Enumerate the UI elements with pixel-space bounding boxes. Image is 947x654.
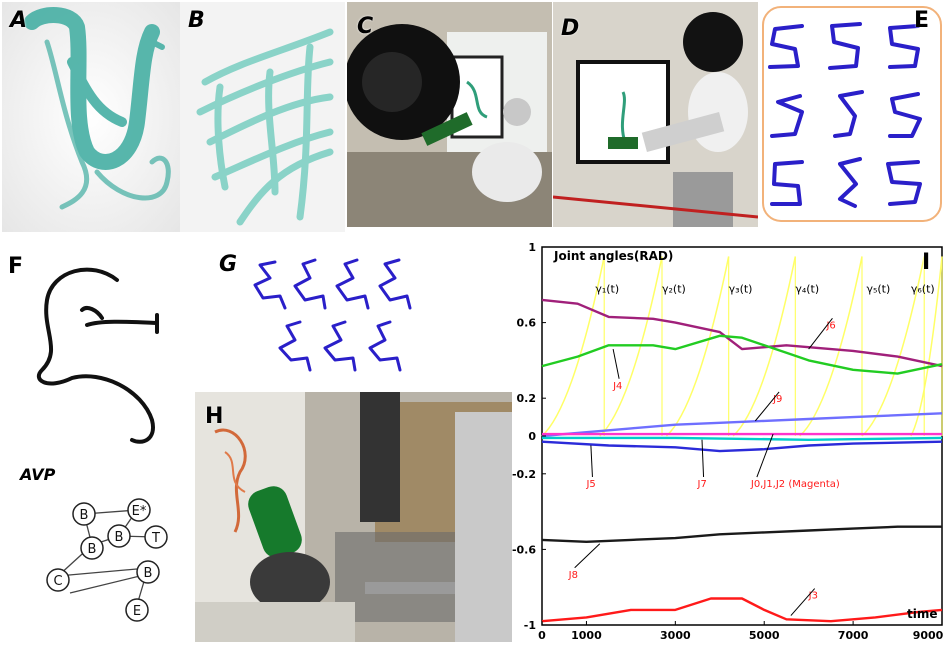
plot-frame: [541, 246, 943, 626]
annotation-arrow: [790, 588, 816, 616]
annotation-label: J4: [612, 381, 622, 392]
robot-photo-h: [195, 392, 512, 642]
panel-f-drawing: [36, 267, 159, 444]
gamma-curve: [665, 256, 730, 437]
x-tick-label: 0: [538, 629, 546, 642]
annotation-label: J7: [697, 479, 707, 490]
series-line-j7: [542, 436, 943, 442]
series-lines: [541, 298, 943, 623]
gamma-curve: [541, 256, 605, 437]
panel-b: B: [180, 2, 345, 232]
annotation-arrow: [754, 391, 780, 422]
gamma-label: γ₅(t): [866, 282, 890, 295]
panel-label-i: I: [922, 250, 931, 275]
y-tick-label: -1: [524, 619, 536, 632]
chart-title: Joint angles(RAD): [553, 249, 673, 263]
y-tick-label: -0.6: [512, 543, 536, 556]
robot-photo-d: [553, 2, 758, 227]
annotations: J6 J4 J9 J5 J7 J0,J1,J2 (Magenta) J8 J3: [568, 317, 840, 616]
panel-label-f: F: [8, 254, 24, 279]
x-tick-label: 7000: [838, 629, 869, 642]
avp-node: B: [80, 508, 89, 523]
panel-label-h: H: [205, 404, 224, 429]
panel-a-strokes: [2, 2, 180, 232]
panel-d-photo: D: [553, 2, 758, 227]
panel-label-d: D: [561, 16, 580, 41]
joint-angles-chart: 1 0.6 0.2 0 -0.2 -0.6 -1 0 1000 3000 5000 7000 9000…: [512, 241, 944, 642]
avp-node: B: [115, 530, 124, 545]
panel-c-photo: C: [347, 2, 552, 227]
annotation-arrow: [590, 445, 593, 478]
annotation-arrow: [574, 543, 601, 569]
y-tick-label: 0: [528, 430, 536, 443]
panel-h-photo: H: [195, 392, 512, 642]
series-line-j9: [541, 412, 943, 438]
avp-node: E*: [132, 504, 147, 519]
series-line-j3: [541, 597, 943, 623]
panel-label-g: G: [219, 252, 238, 277]
series-line-j8: [541, 525, 942, 543]
avp-node: B: [88, 542, 97, 557]
avp-graph: B E* B T B C B E: [46, 498, 168, 622]
panel-label-a: A: [10, 8, 28, 33]
panel-e: E: [760, 4, 944, 224]
annotation-label: J9: [772, 394, 782, 405]
annotation-label: J0,J1,J2 (Magenta): [750, 479, 840, 490]
avp-node: B: [144, 566, 153, 581]
x-axis-label: time: [907, 607, 938, 621]
series-line-j5: [541, 440, 943, 453]
series-line-j4: [541, 334, 943, 375]
avp-node: T: [151, 531, 160, 546]
annotation-label: J3: [808, 591, 818, 602]
x-tick-label: 1000: [571, 629, 602, 642]
y-tick-label: 1: [528, 241, 536, 254]
gamma-curves: [541, 256, 943, 437]
panel-i-chart: 1 0.6 0.2 0 -0.2 -0.6 -1 0 1000 3000 5000 7000 9000…: [512, 240, 947, 654]
panel-a: A: [2, 2, 180, 232]
panel-label-c: C: [357, 14, 374, 39]
avp-title: AVP: [20, 465, 56, 484]
y-tick-label: 0.6: [517, 317, 537, 330]
annotation-label: J8: [568, 570, 578, 581]
annotation-arrow: [808, 317, 833, 350]
panel-e-strokes: [762, 6, 942, 222]
avp-node: C: [53, 574, 62, 589]
gamma-label: γ₂(t): [662, 282, 686, 295]
gamma-curve: [799, 256, 863, 437]
gamma-curve: [599, 256, 663, 437]
avp-node: E: [133, 604, 141, 619]
series-line-j6: [541, 298, 943, 368]
panel-label-b: B: [188, 8, 205, 33]
gamma-label: γ₆(t): [911, 282, 935, 295]
panel-f: F AVP: [2, 250, 192, 645]
gamma-label: γ₄(t): [795, 282, 819, 295]
y-tick-label: -0.2: [512, 468, 536, 481]
annotation-arrow: [701, 439, 705, 478]
x-ticks: 0 1000 3000 5000 7000 9000: [538, 621, 944, 642]
panel-g-strokes: [253, 258, 412, 372]
gamma-label: γ₁(t): [595, 282, 619, 295]
gamma-curve: [732, 256, 797, 437]
annotation-label: J5: [585, 479, 595, 490]
robot-photo-c: [347, 2, 552, 227]
panel-b-strokes: [180, 2, 345, 232]
annotation-label: J6: [825, 320, 835, 331]
gamma-labels: γ₁(t) γ₂(t) γ₃(t) γ₄(t) γ₅(t) γ₆(t): [595, 282, 934, 295]
x-tick-label: 3000: [660, 629, 691, 642]
gamma-curve: [910, 256, 943, 437]
annotation-arrow: [612, 348, 620, 379]
x-tick-label: 5000: [749, 629, 780, 642]
annotation-arrow: [756, 433, 774, 478]
gamma-curve: [861, 256, 925, 437]
panel-g: G: [215, 250, 445, 390]
gamma-label: γ₃(t): [729, 282, 753, 295]
y-tick-label: 0.2: [517, 392, 537, 405]
panel-label-e: E: [914, 8, 930, 33]
x-tick-label: 9000: [913, 629, 944, 642]
y-ticks: 1 0.6 0.2 0 -0.2 -0.6 -1: [512, 241, 546, 632]
